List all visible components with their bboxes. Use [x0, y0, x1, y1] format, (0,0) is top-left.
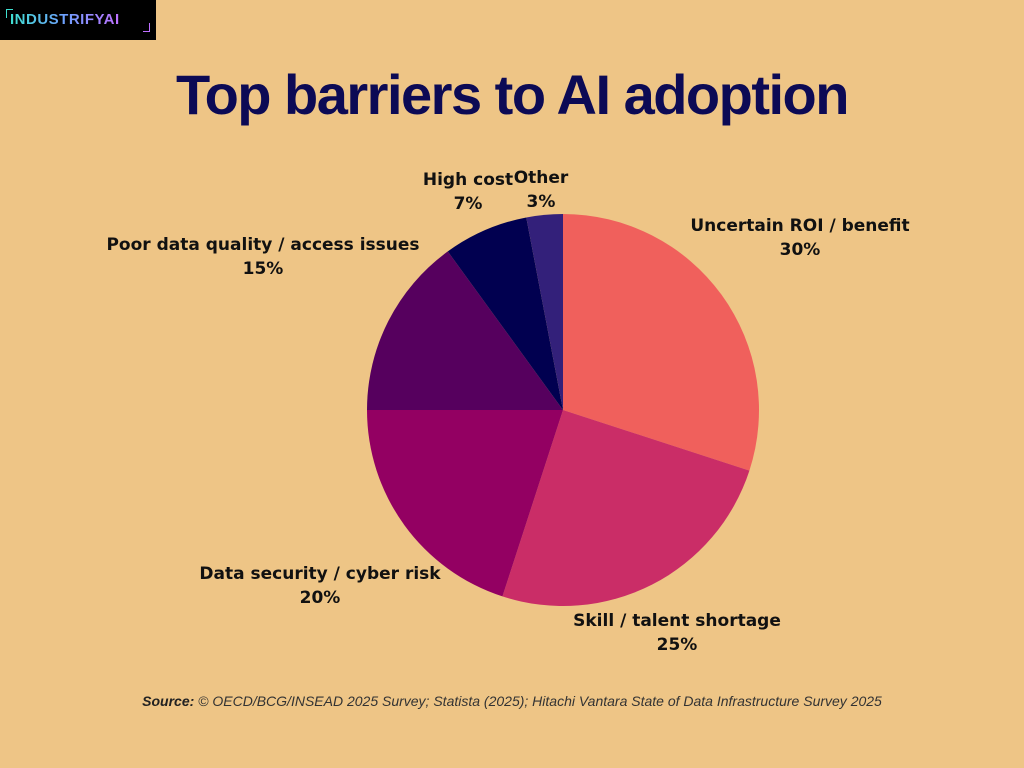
pie-slice-poor-data-quality-access-issues — [367, 251, 563, 410]
slice-label: Skill / talent shortage 25% — [573, 609, 781, 657]
slice-label-value: 3% — [526, 192, 556, 212]
pie-slice-high-cost — [447, 217, 563, 410]
slice-label-value: 7% — [453, 194, 483, 214]
slice-label: Data security / cyber risk 20% — [199, 562, 440, 610]
slice-label: Other 3% — [514, 166, 569, 214]
slice-label-name: Skill / talent shortage — [573, 611, 781, 631]
slice-label-name: Data security / cyber risk — [199, 564, 441, 584]
chart-title: Top barriers to AI adoption — [176, 63, 849, 126]
source-note: Source: © OECD/BCG/INSEAD 2025 Survey; S… — [0, 693, 1024, 709]
brand-logo: INDUSTRIFYAI — [0, 0, 156, 40]
slice-label-name: Other — [513, 168, 569, 188]
slice-label-value: 30% — [779, 240, 821, 260]
pie-slice-other — [526, 214, 563, 410]
slice-label-name: Poor data quality / access issues — [106, 235, 420, 255]
slice-label: Uncertain ROI / benefit 30% — [690, 214, 909, 262]
slice-label-value: 25% — [656, 635, 698, 655]
slice-label-name: Uncertain ROI / benefit — [690, 216, 910, 236]
logo-bracket-icon — [143, 23, 150, 32]
slice-label-name: High cost — [422, 170, 514, 190]
source-label: Source: — [142, 693, 195, 709]
pie-slice-data-security-cyber-risk — [367, 410, 563, 597]
slice-label-value: 15% — [242, 259, 284, 279]
logo-text: INDUSTRIFYAI — [10, 11, 120, 28]
slice-label-value: 20% — [299, 588, 341, 608]
logo-bracket-icon — [6, 9, 13, 18]
slice-label: High cost 7% — [423, 168, 513, 216]
pie-slice-uncertain-roi-benefit — [563, 214, 760, 471]
pie-slice-skill-talent-shortage — [502, 410, 750, 606]
slice-label: Poor data quality / access issues 15% — [106, 233, 419, 281]
source-text: © OECD/BCG/INSEAD 2025 Survey; Statista … — [194, 693, 882, 709]
